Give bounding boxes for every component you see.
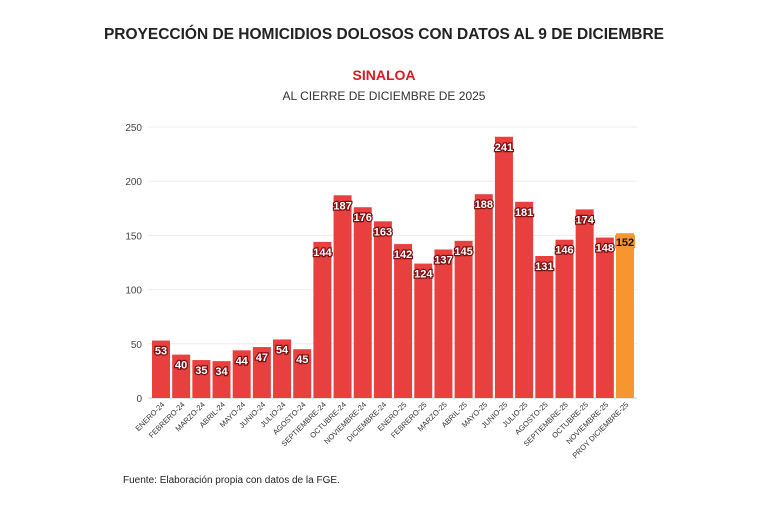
value-label: 152: [616, 237, 634, 249]
bar: [192, 360, 211, 398]
value-label: 131: [535, 261, 553, 273]
value-label: 174: [575, 214, 594, 226]
value-label: 54: [276, 344, 289, 356]
y-tick-label: 100: [125, 286, 142, 297]
value-label: 44: [236, 355, 249, 367]
bar: [152, 340, 170, 398]
value-label: 124: [414, 269, 433, 281]
bar: [535, 255, 554, 398]
value-label: 45: [296, 354, 308, 366]
bar: [313, 241, 332, 398]
y-tick-label: 150: [125, 231, 142, 242]
bar: [515, 201, 534, 398]
chart-title: PROYECCIÓN DE HOMICIDIOS DOLOSOS CON DAT…: [103, 26, 665, 43]
bar: [555, 239, 574, 398]
value-label: 145: [454, 246, 472, 258]
bar: [273, 339, 292, 398]
bar: [494, 136, 513, 399]
value-label: 40: [175, 360, 187, 372]
value-label: 187: [333, 200, 351, 212]
bar: [575, 209, 594, 398]
value-label: 144: [313, 247, 332, 259]
bar: [333, 195, 352, 398]
bar: [252, 347, 271, 398]
value-label: 188: [475, 199, 493, 211]
value-label-bg: [615, 235, 635, 249]
y-tick-label: 50: [131, 340, 143, 351]
bar: [212, 361, 231, 398]
value-label: 47: [256, 352, 268, 364]
bar: [474, 194, 493, 398]
value-label: 137: [434, 254, 452, 266]
source-note: Fuente: Elaboración propia con datos de …: [123, 475, 340, 486]
bar: [595, 237, 614, 398]
bar: [293, 349, 312, 398]
bar: [232, 350, 251, 398]
bar: [454, 240, 473, 398]
bar: [434, 249, 453, 398]
value-label: 148: [596, 243, 614, 255]
value-label: 34: [215, 366, 228, 378]
chart-subtitle-state: SINALOA: [352, 67, 416, 83]
value-label: 35: [195, 365, 207, 377]
y-tick-label: 250: [125, 123, 142, 134]
chart-subtitle-period: AL CIERRE DE DICIEMBRE DE 2025: [282, 89, 486, 103]
bar: [394, 244, 413, 398]
value-label: 146: [555, 245, 573, 257]
value-label: 176: [354, 212, 372, 224]
bar-projection: [616, 233, 634, 398]
bar: [414, 263, 433, 398]
y-tick-label: 0: [136, 394, 142, 405]
bar: [353, 207, 372, 398]
bar: [373, 221, 392, 398]
bar: [172, 354, 191, 398]
value-label: 163: [374, 226, 392, 238]
y-tick-label: 200: [125, 177, 142, 188]
value-label: 241: [495, 142, 513, 154]
value-label: 53: [155, 346, 167, 358]
value-label: 181: [515, 207, 533, 219]
value-label: 142: [394, 249, 412, 261]
